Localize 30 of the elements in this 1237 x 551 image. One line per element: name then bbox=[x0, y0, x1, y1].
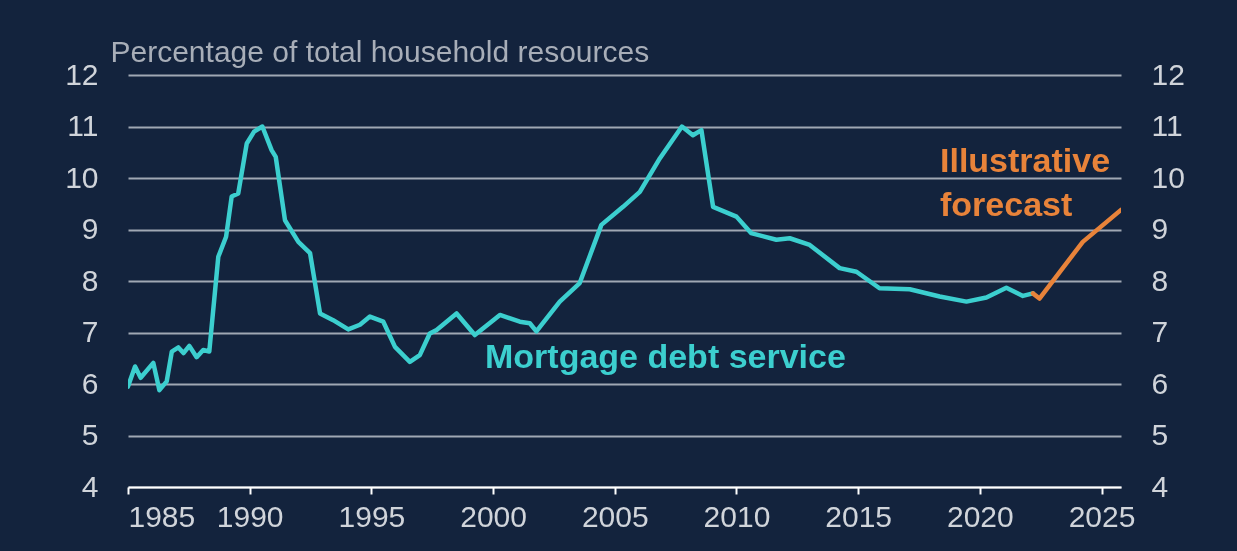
series-label: Illustrative forecast bbox=[940, 141, 1111, 223]
y2-tick-label: 12 bbox=[1151, 57, 1185, 91]
y2-tick-label: 11 bbox=[1151, 109, 1183, 142]
y2-tick-label: 5 bbox=[1151, 418, 1169, 451]
y-tick-label: 9 bbox=[81, 212, 99, 245]
y2-tick-label: 4 bbox=[1151, 469, 1169, 503]
x-tick-label: 1990 bbox=[216, 499, 284, 533]
y2-tick-label: 9 bbox=[1151, 212, 1169, 245]
x-tick-label: 2025 bbox=[1068, 499, 1136, 533]
y-tick-label: 6 bbox=[81, 366, 99, 400]
y-tick-label: 12 bbox=[65, 57, 99, 91]
x-tick-label: 1985 bbox=[128, 499, 196, 533]
y2-tick-label: 7 bbox=[1151, 315, 1169, 348]
series-label: Mortgage debt service bbox=[485, 337, 846, 375]
y-tick-label: 5 bbox=[81, 418, 99, 451]
x-tick-label: 2000 bbox=[460, 499, 527, 533]
y-axis-title: Percentage of total household resources bbox=[110, 34, 650, 68]
y-tick-label: 10 bbox=[65, 160, 99, 194]
x-tick-label: 2010 bbox=[703, 499, 771, 533]
x-tick-label: 2015 bbox=[825, 499, 893, 533]
y-tick-label: 4 bbox=[81, 469, 99, 503]
y2-tick-label: 6 bbox=[1151, 366, 1169, 400]
y-tick-label: 7 bbox=[81, 315, 99, 348]
x-tick-label: 2020 bbox=[946, 499, 1014, 533]
x-tick-label: 1995 bbox=[338, 499, 406, 533]
y-tick-label: 8 bbox=[81, 263, 99, 297]
y2-tick-label: 10 bbox=[1151, 160, 1185, 194]
y-tick-label: 11 bbox=[67, 109, 99, 142]
x-tick-label: 2005 bbox=[581, 499, 649, 533]
y2-tick-label: 8 bbox=[1151, 263, 1169, 297]
